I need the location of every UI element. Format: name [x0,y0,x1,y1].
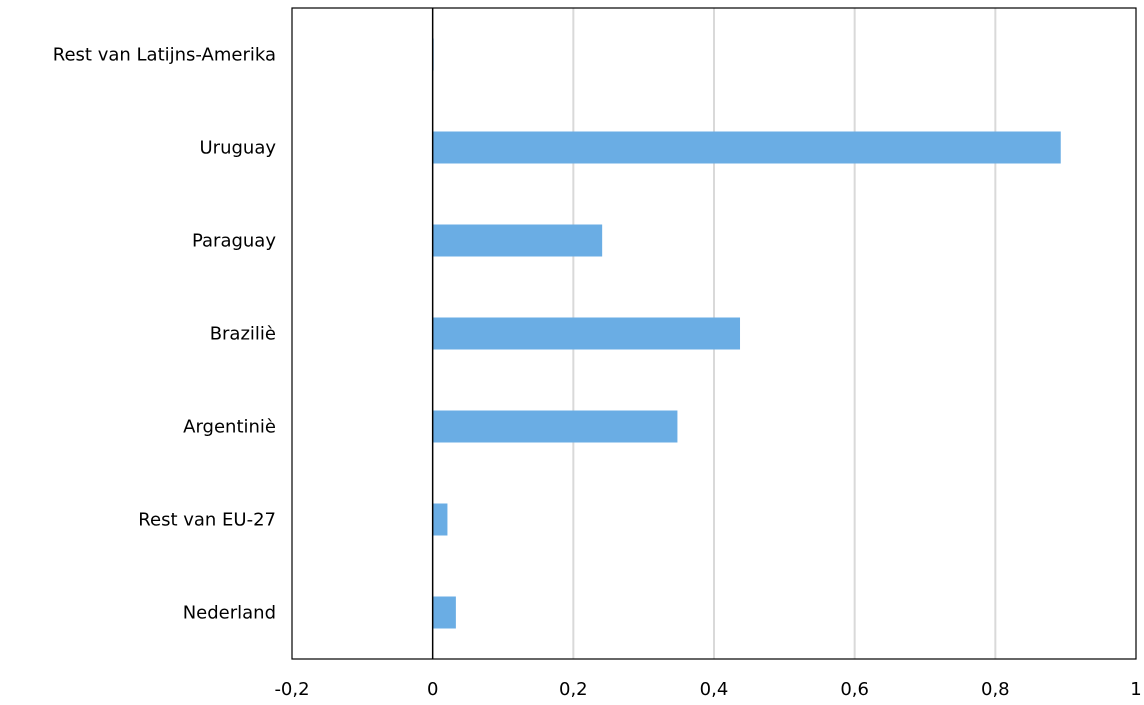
category-label: Argentiniè [183,417,276,438]
x-tick-label: 0 [427,679,438,700]
category-label: Rest van EU-27 [138,510,276,531]
x-tick-label: 0,4 [700,679,729,700]
bar-argentini [432,410,678,443]
x-tick-label: 0,6 [840,679,869,700]
bar-nederland [432,596,456,629]
category-label: Paraguay [192,231,276,252]
labels: Rest van Latijns-Amerika Uruguay Paraguay B… [53,45,1142,701]
bar-rest-van-eu-27 [432,503,448,536]
x-tick-label: 1 [1130,679,1141,700]
axes [291,7,1137,660]
plot-frame [291,7,1137,660]
x-tick-label: 0,2 [559,679,588,700]
bar-uruguay [432,131,1061,164]
x-tick-label: -0,2 [274,679,309,700]
bars [432,38,1061,629]
category-label: Nederland [183,603,276,624]
category-label: Rest van Latijns-Amerika [53,45,276,66]
category-label: Uruguay [200,138,277,159]
x-tick-label: 0,8 [981,679,1010,700]
bar-brazili [432,317,741,350]
category-label: Braziliè [210,324,276,345]
bar-paraguay [432,224,603,257]
